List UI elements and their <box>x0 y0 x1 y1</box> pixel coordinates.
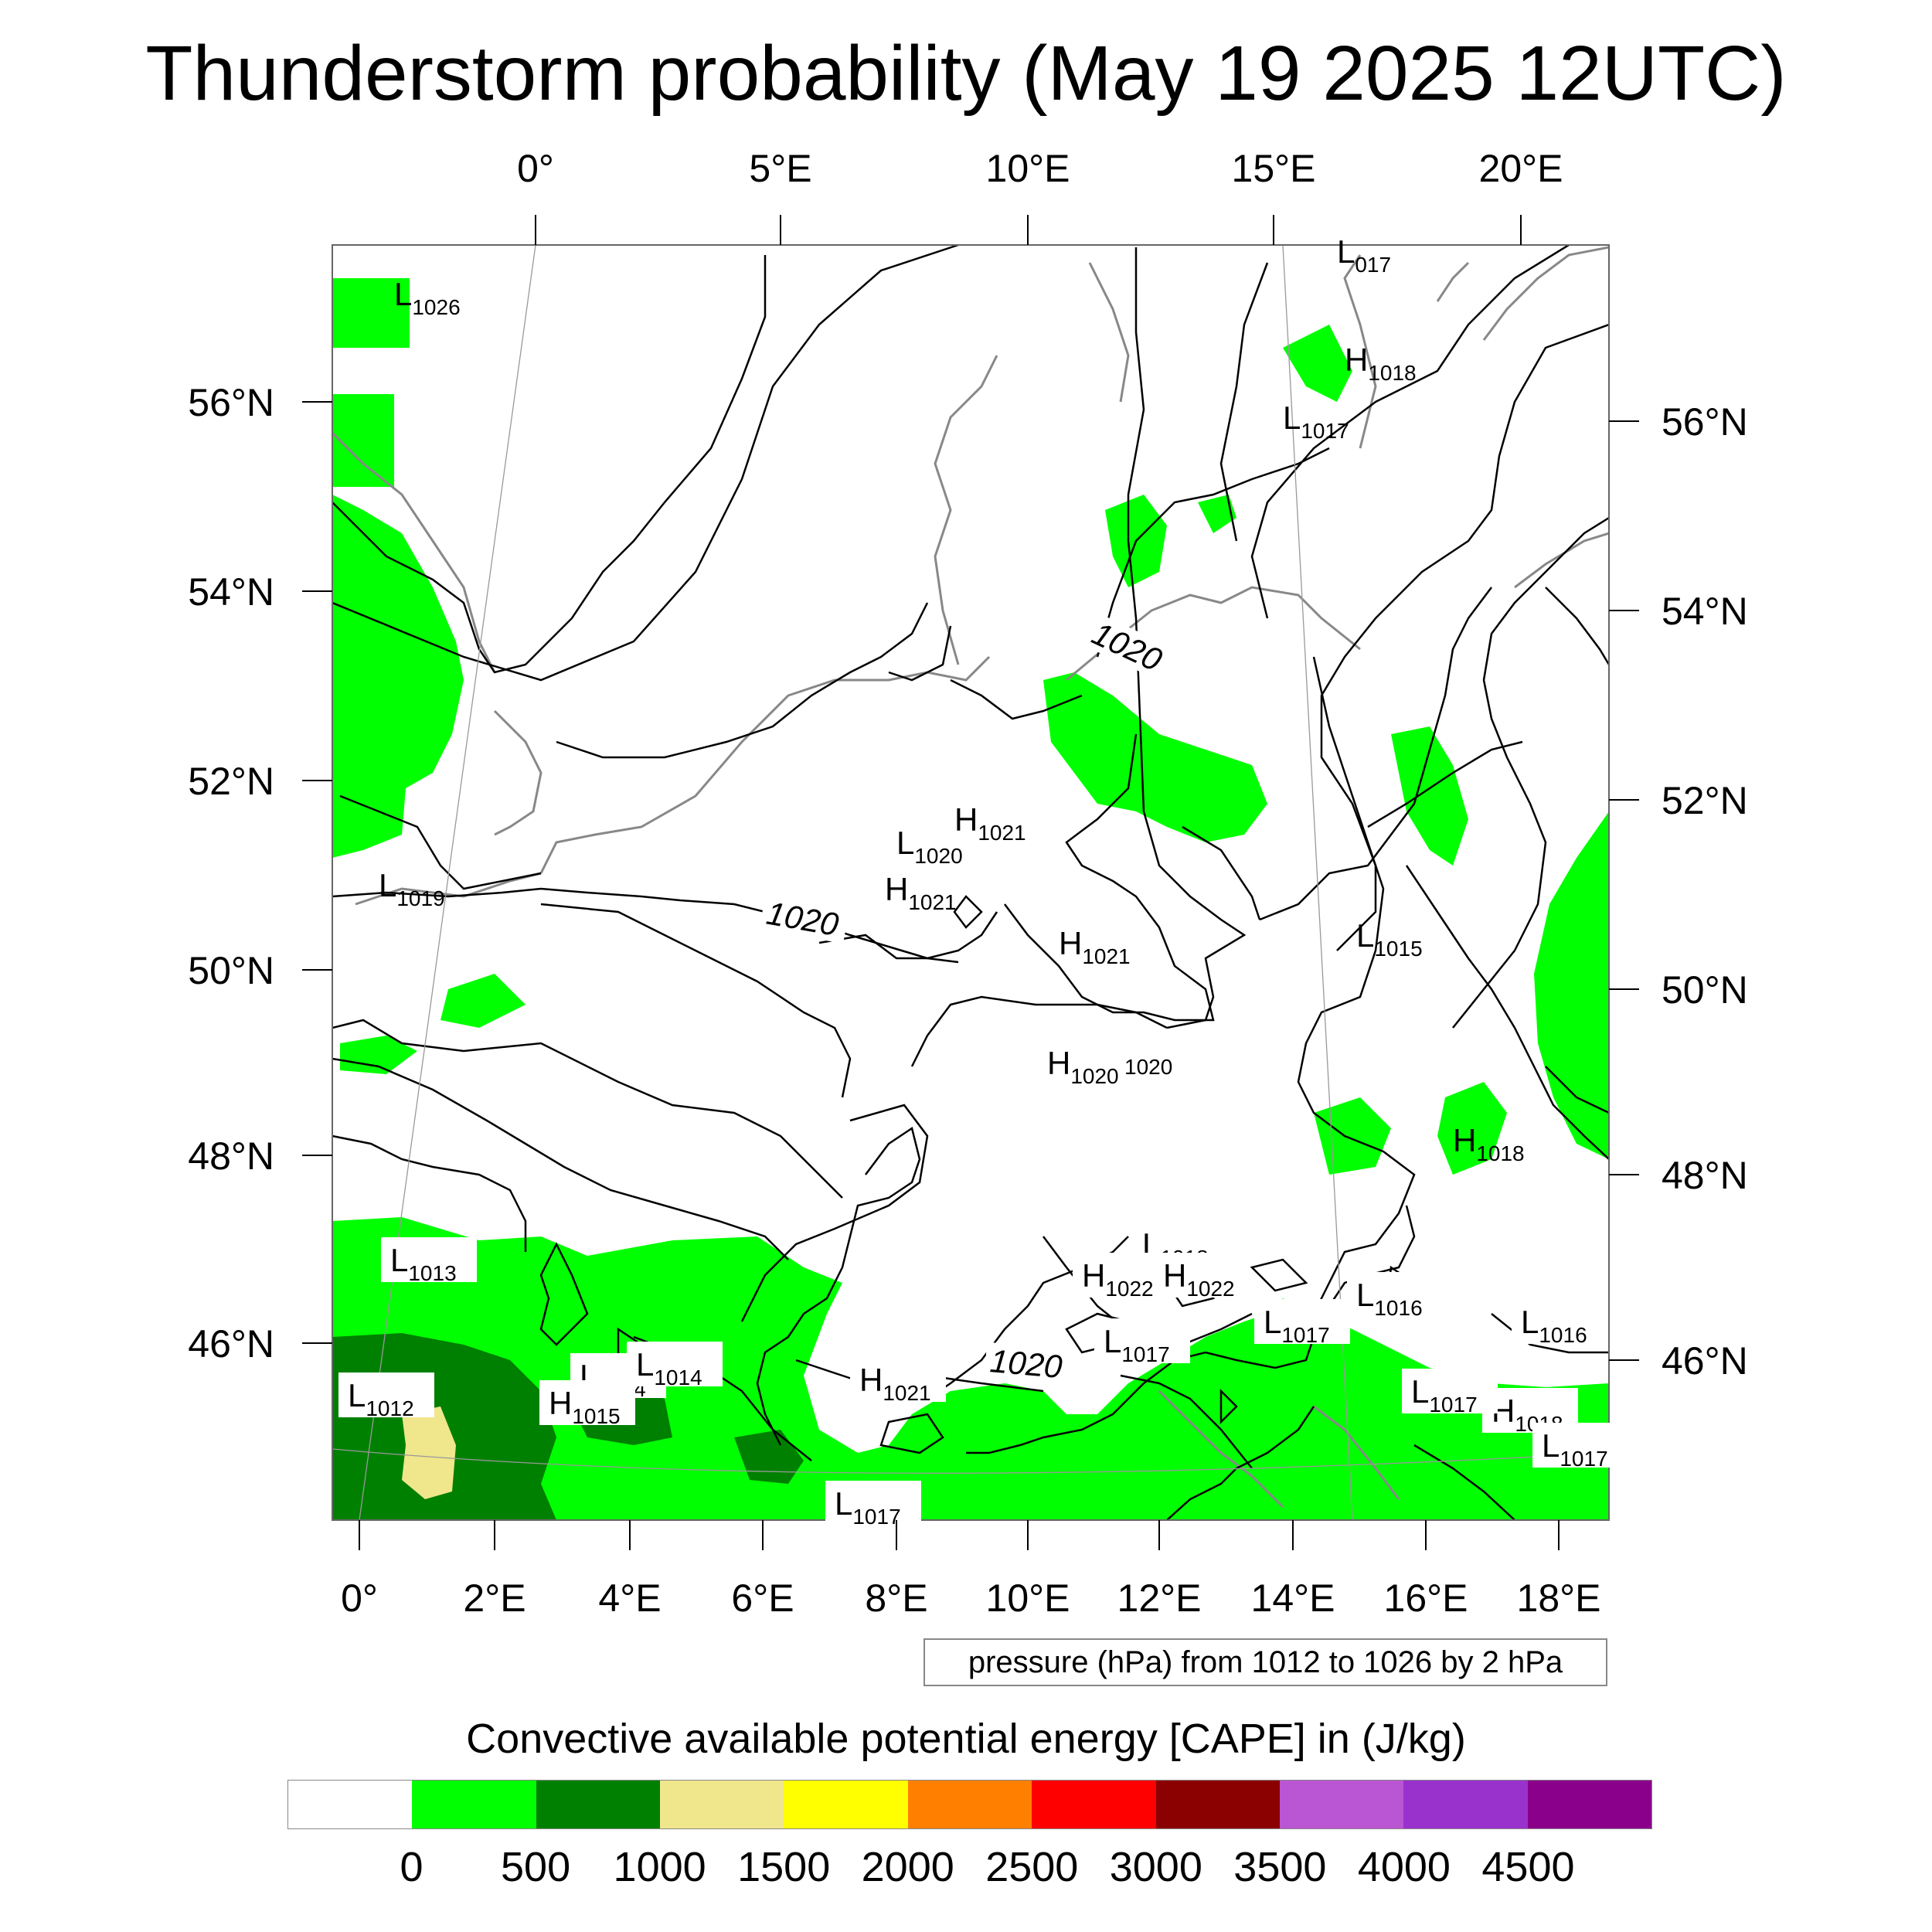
top-lon-label: 5°E <box>749 147 811 190</box>
bottom-lon-label: 14°E <box>1251 1577 1335 1620</box>
svg-text:L1017: L1017 <box>835 1485 901 1529</box>
pressure-center-high: H1021 <box>954 801 1026 845</box>
cape-field-0-500 <box>332 278 1609 1520</box>
svg-text:1020: 1020 <box>1124 1055 1172 1079</box>
colorbar-swatch <box>1279 1781 1404 1828</box>
svg-text:H1021: H1021 <box>954 801 1026 845</box>
colorbar-swatch <box>1403 1781 1528 1828</box>
bottom-lon-label: 0° <box>341 1577 378 1620</box>
colorbar <box>287 1780 1652 1829</box>
right-lat-label: 54°N <box>1662 590 1748 633</box>
pressure-center-low: L1012 <box>338 1372 434 1420</box>
left-lat-label: 48°N <box>188 1134 274 1178</box>
pressure-center-low: L1016 <box>1512 1299 1607 1347</box>
colorbar-tick-label: 4500 <box>1481 1844 1575 1890</box>
pressure-center-low: L1015 <box>1356 917 1423 961</box>
pressure-center-high: H1022 <box>1073 1253 1168 1301</box>
colorbar-swatch <box>660 1781 784 1828</box>
left-axis: 56°N 54°N 52°N 50°N 48°N 46°N <box>188 381 332 1366</box>
colorbar-tick-label: 3500 <box>1233 1844 1327 1890</box>
colorbar-tick-label: 1000 <box>613 1844 706 1890</box>
pressure-center-low: L1014 <box>627 1342 723 1389</box>
pressure-center-low: L1016 <box>1347 1272 1443 1320</box>
top-lon-label: 0° <box>517 147 554 190</box>
pressure-center-high: H1022 <box>1154 1253 1250 1301</box>
isobar-value-label: 1020 <box>984 1342 1072 1385</box>
pressure-center-low: L1013 <box>381 1237 477 1285</box>
borders <box>332 247 1609 1469</box>
colorbar-title: Convective available potential energy [C… <box>466 1716 1466 1762</box>
right-lat-label: 48°N <box>1662 1154 1748 1197</box>
pressure-center-low: L1017 <box>1402 1369 1498 1417</box>
colorbar-swatch <box>412 1781 536 1828</box>
bottom-lon-label: 10°E <box>986 1577 1070 1620</box>
svg-text:L1015: L1015 <box>1356 917 1423 961</box>
bottom-lon-label: 2°E <box>463 1577 526 1620</box>
top-lon-label: 10°E <box>986 147 1070 190</box>
colorbar-swatch <box>907 1781 1032 1828</box>
pressure-center-low: L1017 <box>1254 1299 1350 1347</box>
bottom-axis: 0° 2°E 4°E 6°E 8°E 10°E 12°E 14°E 16°E 18°E <box>341 1520 1600 1620</box>
colorbar-swatch <box>1155 1781 1280 1828</box>
left-lat-label: 54°N <box>188 570 274 614</box>
colorbar-tick-label: 3000 <box>1109 1844 1202 1890</box>
colorbar-tick-label: 2000 <box>861 1844 954 1890</box>
right-lat-label: 50°N <box>1662 968 1748 1012</box>
svg-text:H1015: H1015 <box>549 1385 621 1428</box>
colorbar-swatch <box>784 1781 908 1828</box>
bottom-lon-label: 4°E <box>598 1577 661 1620</box>
isobar-value-label: 1020 <box>759 893 850 944</box>
bottom-lon-label: 12°E <box>1117 1577 1202 1620</box>
colorbar-swatch <box>1527 1781 1651 1828</box>
pressure-center-high: H1015 <box>539 1380 635 1428</box>
map-border <box>332 244 1610 1521</box>
chart-title: Thunderstorm probability (May 19 2025 12… <box>145 30 1787 117</box>
left-lat-label: 56°N <box>188 381 274 424</box>
pressure-center-low: L1017 <box>1094 1318 1190 1366</box>
isobar-value-label: 1020 <box>1124 1055 1172 1079</box>
colorbar-tick-label: 0 <box>400 1844 423 1890</box>
right-axis: 56°N 54°N 52°N 50°N 48°N 46°N <box>1609 400 1748 1383</box>
bottom-lon-label: 6°E <box>731 1577 794 1620</box>
colorbar-swatch <box>536 1781 661 1828</box>
pressure-center-low: L1017 <box>825 1481 921 1529</box>
left-lat-label: 50°N <box>188 949 274 992</box>
colorbar-tick-label: 1500 <box>737 1844 831 1890</box>
right-lat-label: 52°N <box>1662 779 1748 822</box>
cape-field-1000-1500 <box>402 1406 456 1499</box>
colorbar-tick-label: 2500 <box>985 1844 1079 1890</box>
colorbar-tick-label: 500 <box>501 1844 571 1890</box>
bottom-lon-label: 18°E <box>1517 1577 1601 1620</box>
right-lat-label: 56°N <box>1662 400 1748 444</box>
pressure-contour-note: pressure (hPa) from 1012 to 1026 by 2 hP… <box>923 1638 1607 1686</box>
colorbar-swatch <box>288 1781 413 1828</box>
top-axis: 0° 5°E 10°E 15°E 20°E <box>517 147 1563 245</box>
pressure-center-labels: L1026L017H1018L1017L1019L1020H1021H1021H… <box>338 233 1628 1529</box>
bottom-lon-label: 16°E <box>1384 1577 1468 1620</box>
pressure-center-high: H1021 <box>850 1357 946 1405</box>
right-lat-label: 46°N <box>1662 1339 1748 1383</box>
top-lon-label: 20°E <box>1479 147 1563 190</box>
left-lat-label: 46°N <box>188 1322 274 1366</box>
colorbar-swatch <box>1032 1781 1156 1828</box>
svg-text:1020: 1020 <box>988 1342 1064 1385</box>
colorbar-tick-label: 4000 <box>1357 1844 1451 1890</box>
pressure-center-low: L1017 <box>1532 1423 1628 1471</box>
top-lon-label: 15°E <box>1232 147 1316 190</box>
left-lat-label: 52°N <box>188 760 274 803</box>
bottom-lon-label: 8°E <box>865 1577 927 1620</box>
